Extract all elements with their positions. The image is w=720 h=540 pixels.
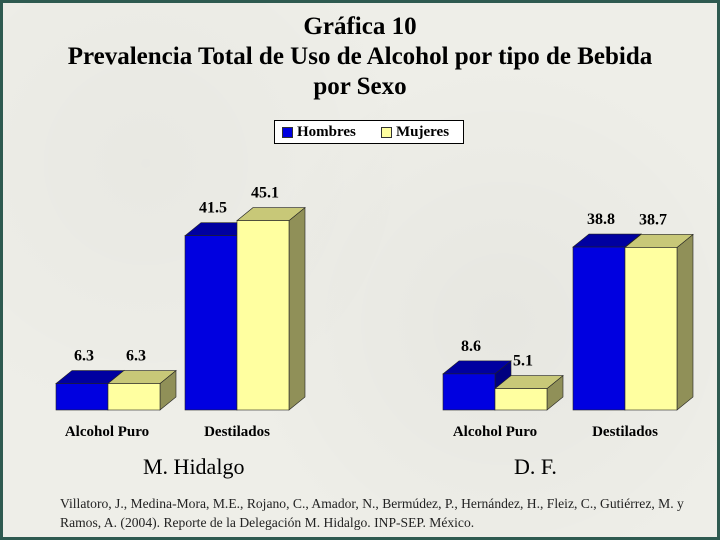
value-label-chart1-destilados-mujeres: 45.1	[251, 185, 279, 202]
chart-title: Gráfica 10 Prevalencia Total de Uso de A…	[0, 12, 720, 102]
bar-chart1-destilados-mujeres	[236, 220, 290, 411]
legend: Hombres Mujeres	[274, 120, 464, 144]
category-label-1-alcohol-puro: Alcohol Puro	[65, 424, 149, 440]
group-label-m-hidalgo: M. Hidalgo	[143, 454, 245, 479]
bar-side-chart1-destilados-mujeres	[288, 206, 306, 411]
legend-label-mujeres: Mujeres	[396, 124, 450, 140]
bar-chart1-alcohol-puro-hombres	[55, 383, 109, 411]
citation: Villatoro, J., Medina-Mora, M.E., Rojano…	[60, 496, 684, 530]
category-label-1-destilados: Destilados	[204, 424, 270, 440]
legend-swatch-mujeres	[381, 127, 392, 138]
category-label-2-alcohol-puro: Alcohol Puro	[453, 424, 537, 440]
value-label-chart2-destilados-hombres: 38.8	[587, 211, 615, 228]
value-label-chart1-alcohol-puro-hombres: 6.3	[74, 348, 94, 365]
bar-chart2-destilados-hombres	[572, 246, 626, 411]
title-line-3: por Sexo	[313, 73, 407, 100]
bar-chart1-destilados-hombres	[184, 235, 238, 411]
title-line-2: Prevalencia Total de Uso de Alcohol por …	[67, 43, 653, 70]
bar-side-chart2-destilados-mujeres	[676, 233, 694, 411]
value-label-chart2-alcohol-puro-mujeres: 5.1	[513, 353, 533, 370]
value-label-chart1-alcohol-puro-mujeres: 6.3	[126, 348, 146, 365]
bar-chart2-alcohol-puro-mujeres	[494, 388, 548, 411]
bar-chart2-destilados-mujeres	[624, 247, 678, 411]
value-label-chart1-destilados-hombres: 41.5	[199, 200, 227, 217]
category-label-2-destilados: Destilados	[592, 424, 658, 440]
legend-swatch-hombres	[282, 127, 293, 138]
title-line-1: Gráfica 10	[303, 13, 417, 40]
group-label-df: D. F.	[514, 454, 557, 479]
value-label-chart2-alcohol-puro-hombres: 8.6	[461, 338, 481, 355]
legend-label-hombres: Hombres	[297, 124, 356, 140]
bar-chart1-alcohol-puro-mujeres	[107, 383, 161, 411]
value-label-chart2-destilados-mujeres: 38.7	[639, 211, 667, 228]
bar-chart2-alcohol-puro-hombres	[442, 373, 496, 411]
